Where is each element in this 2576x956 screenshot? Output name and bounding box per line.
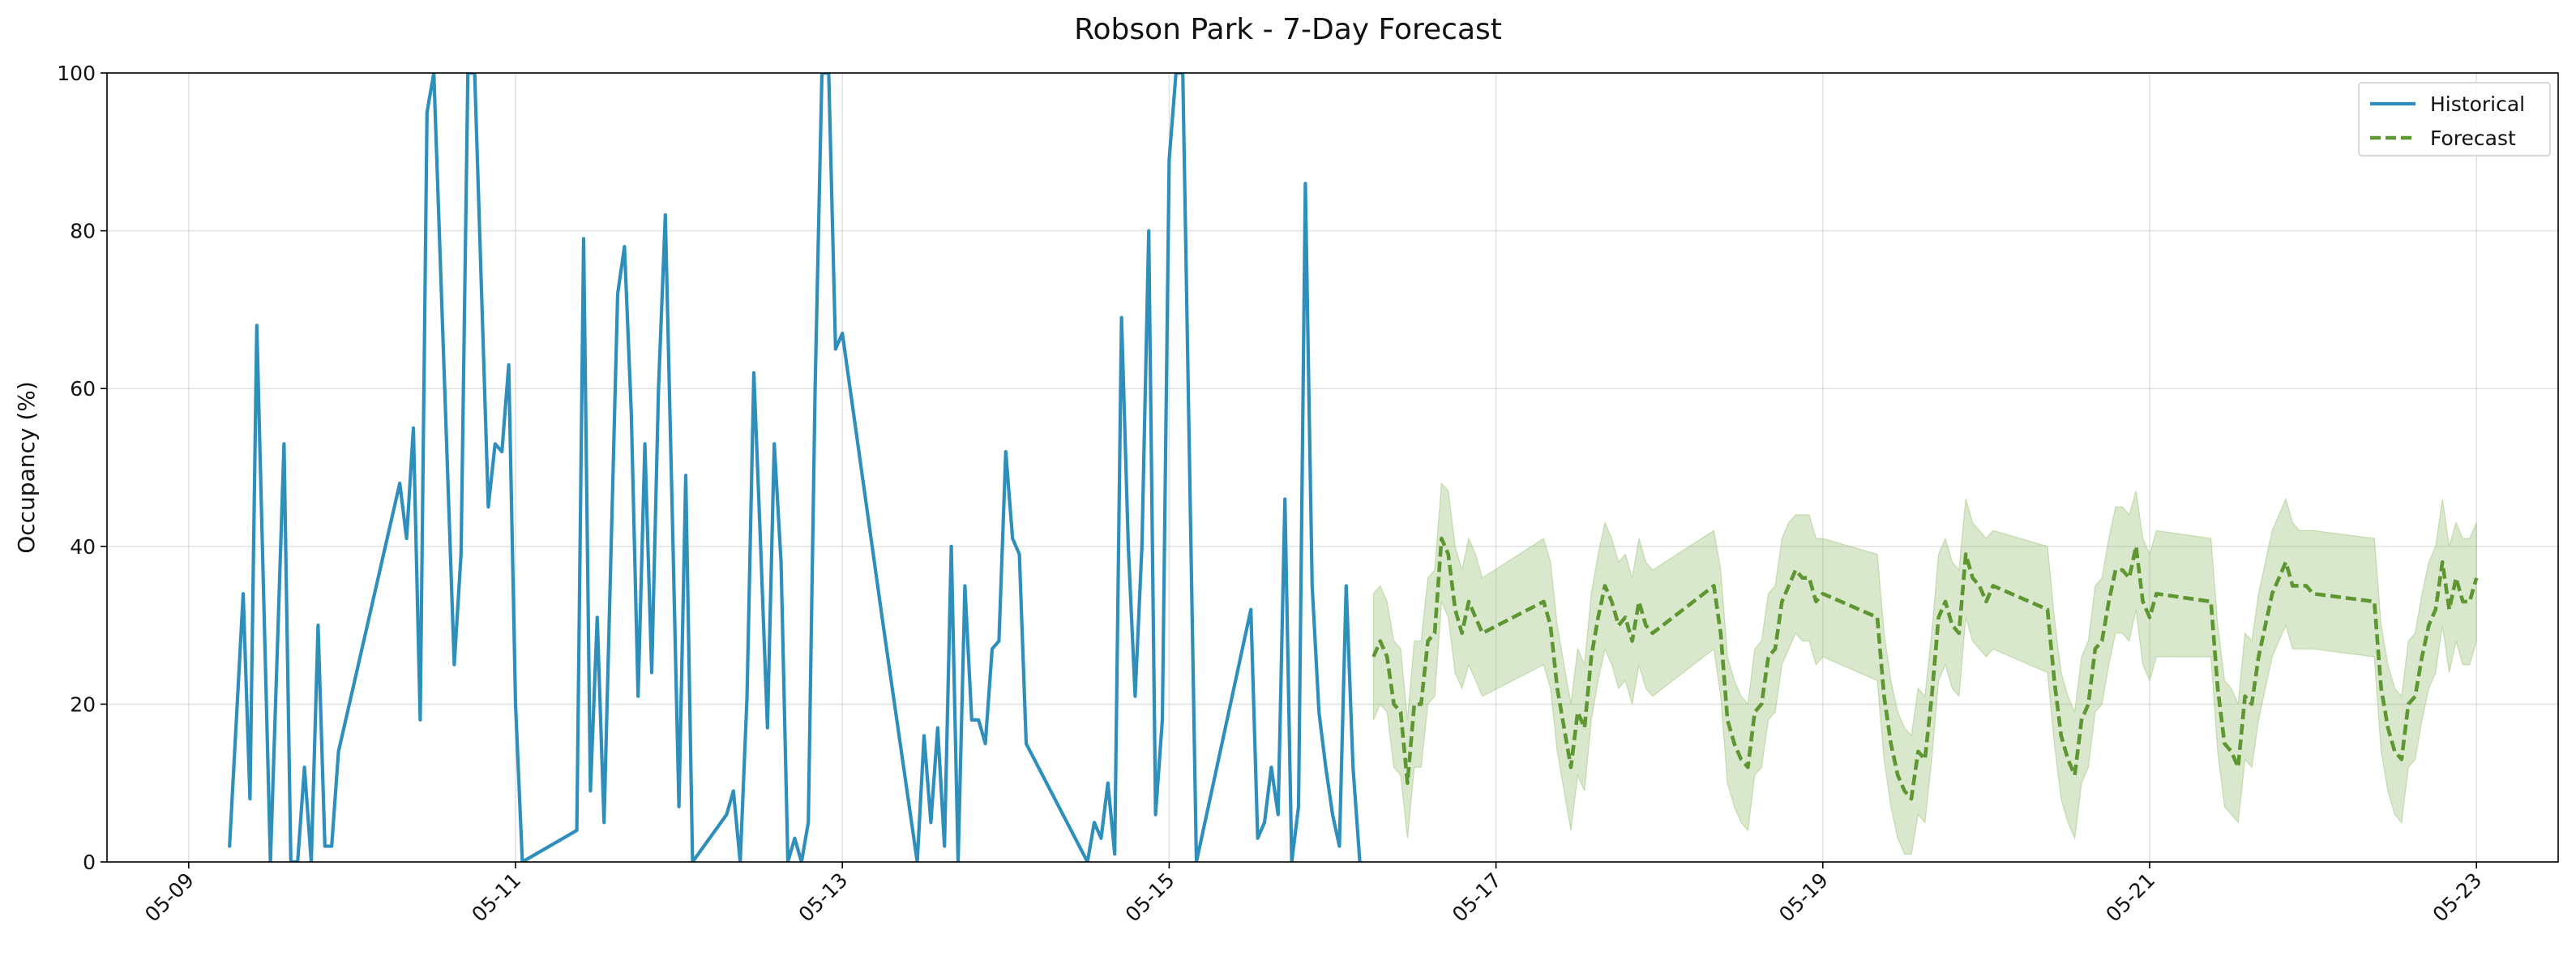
y-axis-label: Occupancy (%) [13,381,40,554]
forecast-series-line [1371,536,2479,801]
x-tick-label: 05-13 [794,868,853,927]
plot-frame [106,72,2559,863]
x-tick-label: 05-09 [140,868,199,927]
legend-label-forecast: Forecast [2430,126,2516,150]
y-tick-label: 0 [83,851,96,874]
y-tick-label: 100 [57,62,96,85]
legend-label-historical: Historical [2430,92,2525,116]
x-tick-label: 05-11 [467,868,525,927]
historical-series-line [228,73,1362,862]
x-tick-label: 05-17 [1448,868,1506,927]
x-tick-label: 05-21 [2101,868,2159,927]
forecast-band-area [1372,482,2477,855]
forecast-confidence-band [1372,482,2477,855]
grid [107,72,2558,863]
x-tick-label: 05-15 [1121,868,1179,927]
y-tick-label: 40 [70,535,96,559]
series-lines [228,73,2479,862]
legend: Historical Forecast [2358,82,2551,156]
y-tick-label: 80 [70,220,96,243]
chart-title: Robson Park - 7-Day Forecast [1074,13,1502,46]
x-tick-label: 05-19 [1774,868,1833,927]
y-tick-label: 60 [70,377,96,401]
x-tick-label: 05-23 [2428,868,2487,927]
y-tick-label: 20 [70,692,96,716]
